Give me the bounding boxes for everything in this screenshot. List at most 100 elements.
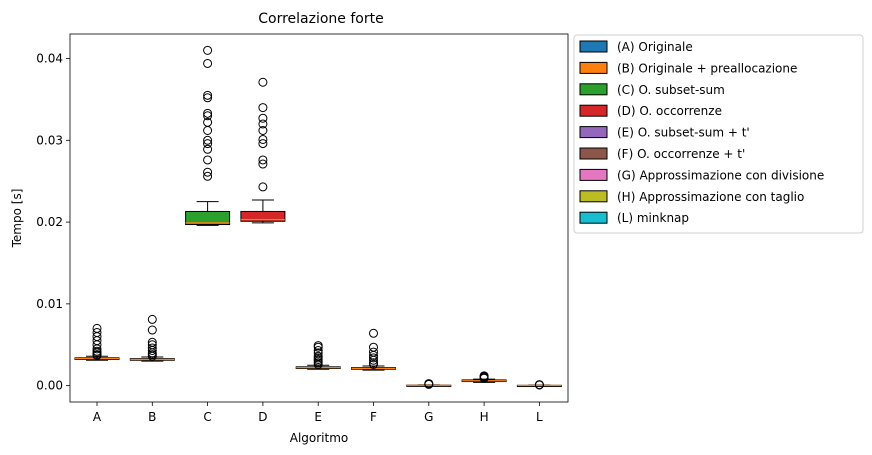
box-G	[406, 379, 452, 389]
y-tick-label: 0.04	[36, 52, 63, 66]
x-tick-label: C	[203, 410, 211, 424]
flier-point	[203, 125, 213, 135]
flier-point	[313, 345, 323, 355]
flier-point	[147, 314, 157, 324]
flier-point	[203, 167, 213, 177]
plot-area	[74, 45, 562, 390]
box-E	[295, 341, 341, 370]
box-body	[240, 210, 286, 222]
legend-swatch	[579, 211, 608, 224]
legend: (A) Originale (B) Originale + preallocazi…	[573, 34, 864, 234]
y-tick-label: 0.03	[36, 133, 63, 147]
flier-point	[92, 323, 102, 333]
y-tick-label: 0.02	[36, 215, 63, 229]
legend-item-C: (C) O. subset-sum	[579, 83, 725, 97]
x-tick-label: E	[314, 410, 322, 424]
flier-point	[258, 119, 268, 129]
legend-item-G: (G) Approssimazione con divisione	[579, 168, 824, 182]
x-tick-label: H	[480, 410, 489, 424]
flier-point	[369, 328, 378, 338]
flier-point	[369, 347, 378, 357]
box-C	[185, 45, 231, 226]
legend-item-A: (A) Originale	[579, 40, 693, 54]
flier-point	[258, 182, 268, 192]
flier-point	[369, 353, 378, 363]
x-tick-label: A	[93, 410, 102, 424]
y-axis-label: Tempo [s]	[10, 189, 24, 249]
legend-label: (G) Approssimazione con divisione	[617, 168, 824, 182]
legend-item-L: (L) minknap	[579, 211, 689, 225]
flier-point	[258, 139, 268, 149]
x-tick-label: D	[258, 410, 267, 424]
x-tick-label: L	[536, 410, 543, 424]
flier-point	[92, 327, 102, 337]
legend-label: (E) O. subset-sum + t'	[617, 126, 750, 140]
flier-point	[534, 380, 544, 390]
axes-frame	[69, 33, 569, 403]
legend-label: (B) Originale + preallocazione	[617, 61, 797, 75]
legend-item-H: (H) Approssimazione con taglio	[579, 190, 804, 204]
box-body	[185, 210, 231, 226]
box-H	[461, 371, 507, 383]
box-F	[351, 328, 396, 371]
flier-point	[92, 346, 102, 356]
flier-point	[369, 358, 378, 368]
x-axis-label: Algoritmo	[290, 431, 349, 445]
y-tick-label: 0.01	[36, 297, 63, 311]
legend-swatch	[579, 83, 608, 96]
flier-point	[147, 337, 157, 347]
flier-point	[258, 159, 268, 169]
flier-point	[258, 155, 268, 165]
legend-label: (H) Approssimazione con taglio	[617, 190, 804, 204]
legend-label: (L) minknap	[617, 211, 689, 225]
legend-frame	[573, 34, 864, 234]
legend-label: (D) O. occorrenze	[617, 104, 722, 118]
legend-swatch	[579, 126, 608, 139]
flier-point	[147, 340, 157, 350]
flier-point	[258, 103, 268, 113]
flier-point	[203, 58, 213, 68]
legend-swatch	[579, 147, 608, 160]
flier-point	[147, 343, 157, 353]
flier-point	[258, 113, 268, 123]
flier-point	[313, 351, 323, 361]
x-tick-label: G	[424, 410, 433, 424]
flier-point	[203, 144, 213, 154]
flier-point	[258, 77, 268, 87]
flier-point	[203, 90, 213, 100]
flier-point	[203, 93, 213, 103]
box-D	[240, 77, 286, 224]
y-axis: 0.00 0.01 0.02 0.03 0.04	[36, 52, 70, 393]
x-tick-label: B	[148, 410, 156, 424]
x-tick-label: F	[370, 410, 377, 424]
legend-label: (C) O. subset-sum	[617, 83, 725, 97]
flier-point	[313, 341, 323, 351]
flier-point	[369, 342, 378, 352]
chart-title: Correlazione forte	[258, 11, 383, 27]
flier-point	[313, 348, 323, 358]
legend-item-B: (B) Originale + preallocazione	[579, 61, 797, 75]
flier-point	[147, 325, 157, 335]
flier-point	[203, 117, 213, 127]
flier-point	[203, 45, 213, 55]
legend-swatch	[579, 61, 608, 74]
flier-point	[203, 139, 213, 149]
flier-point	[479, 371, 489, 381]
flier-point	[203, 111, 213, 121]
legend-item-E: (E) O. subset-sum + t'	[579, 126, 750, 140]
flier-point	[258, 134, 268, 144]
flier-point	[203, 155, 213, 165]
legend-swatch	[579, 104, 608, 117]
legend-swatch	[579, 190, 608, 203]
legend-label: (A) Originale	[617, 40, 693, 54]
legend-item-D: (D) O. occorrenze	[579, 104, 722, 118]
flier-point	[258, 125, 268, 135]
legend-swatch	[579, 168, 608, 181]
box-A	[74, 323, 120, 361]
flier-point	[203, 108, 213, 118]
y-tick-label: 0.00	[36, 379, 63, 393]
legend-item-F: (F) O. occorrenze + t'	[579, 147, 745, 161]
flier-point	[203, 171, 213, 181]
